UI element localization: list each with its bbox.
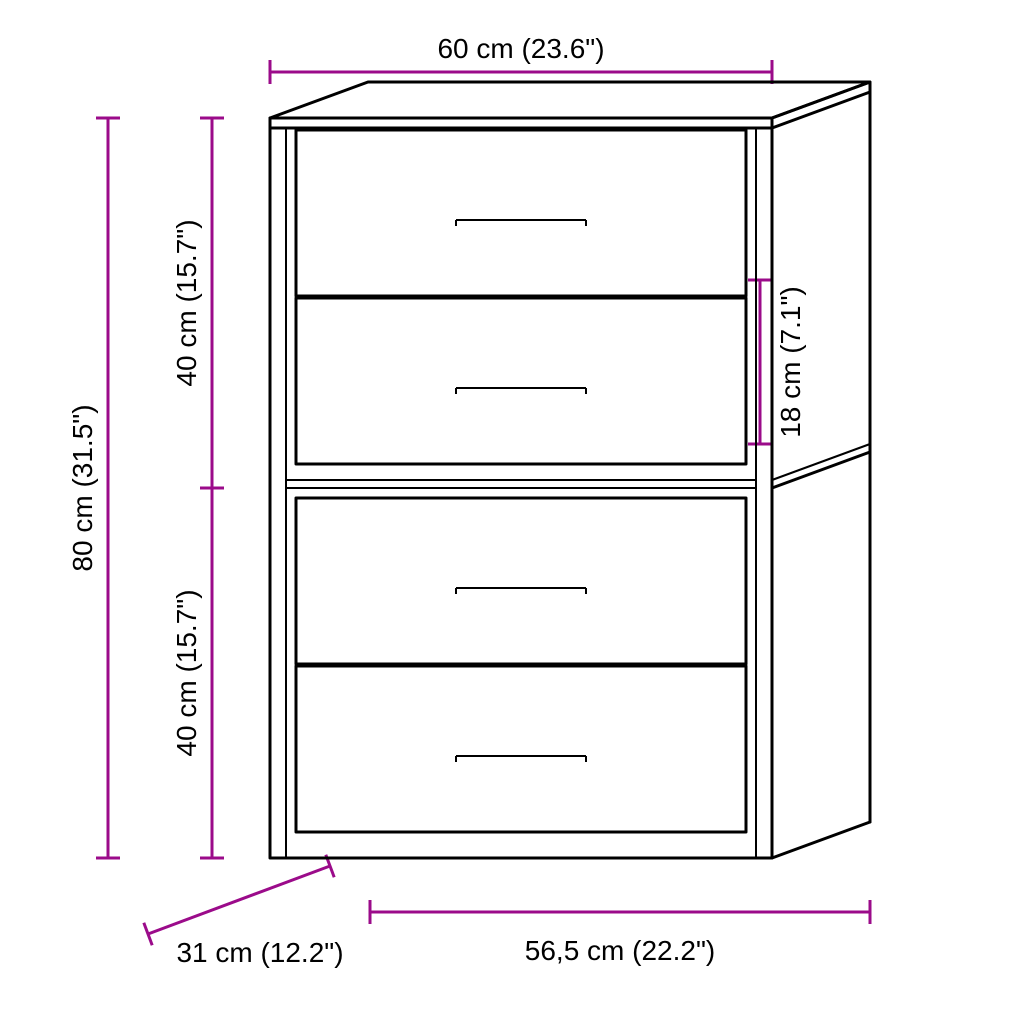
dimension-label: 18 cm (7.1") (775, 286, 806, 438)
dimension-label: 31 cm (12.2") (176, 937, 343, 968)
dimension-label: 40 cm (15.7") (171, 219, 202, 386)
dimension-label: 56,5 cm (22.2") (525, 935, 715, 966)
dimension-label: 40 cm (15.7") (171, 589, 202, 756)
cabinet-diagram (270, 82, 870, 858)
dimension-label: 60 cm (23.6") (437, 33, 604, 64)
dimension-label: 80 cm (31.5") (67, 404, 98, 571)
